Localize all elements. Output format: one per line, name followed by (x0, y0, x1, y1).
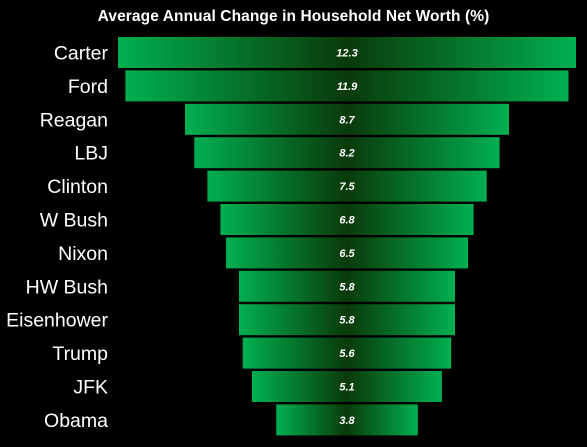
category-label: Eisenhower (6, 310, 108, 332)
bar-hw-bush (239, 270, 455, 302)
category-label: LBJ (74, 143, 108, 165)
bar-nixon (226, 237, 468, 269)
bar-obama (276, 404, 418, 436)
value-label: 7.5 (339, 181, 355, 193)
bar-jfk (252, 371, 442, 402)
chart-title: Average Annual Change in Household Net W… (97, 8, 490, 25)
category-label: Reagan (40, 109, 108, 131)
value-label: 5.8 (339, 281, 355, 293)
bar-lbj (194, 137, 500, 169)
category-label: Nixon (58, 243, 108, 265)
category-label: Clinton (47, 176, 108, 198)
bar-reagan (185, 103, 509, 135)
category-label: Ford (68, 76, 108, 98)
value-label: 6.5 (339, 248, 355, 260)
bar-clinton (207, 170, 487, 202)
category-label: Carter (54, 43, 109, 65)
value-label: 8.2 (339, 148, 354, 160)
bar-carter (118, 37, 576, 68)
value-label: 5.8 (339, 315, 355, 327)
category-label: Obama (44, 410, 108, 432)
bar-eisenhower (239, 304, 455, 336)
bar-trump (242, 337, 452, 369)
value-label: 8.7 (339, 114, 355, 126)
category-label: JFK (73, 377, 108, 399)
bars-layer (118, 37, 576, 436)
category-labels: Carter Ford Reagan LBJ Clinton W Bush Nixon HW … (6, 43, 108, 432)
value-label: 5.6 (339, 348, 355, 360)
category-label: HW Bush (26, 276, 108, 298)
value-label: 6.8 (339, 215, 355, 227)
value-labels: 12.3 11.9 8.7 8.2 7.5 6.8 6.5 5.8 5.8 5.6 5.1 3.8 (336, 48, 358, 427)
bar-ford (125, 70, 569, 102)
value-label: 3.8 (339, 415, 355, 427)
value-label: 5.1 (339, 382, 354, 394)
category-label: W Bush (40, 210, 108, 232)
value-label: 12.3 (336, 48, 357, 60)
value-label: 11.9 (337, 81, 358, 93)
bar-w-bush (220, 204, 474, 235)
category-label: Trump (52, 343, 108, 365)
